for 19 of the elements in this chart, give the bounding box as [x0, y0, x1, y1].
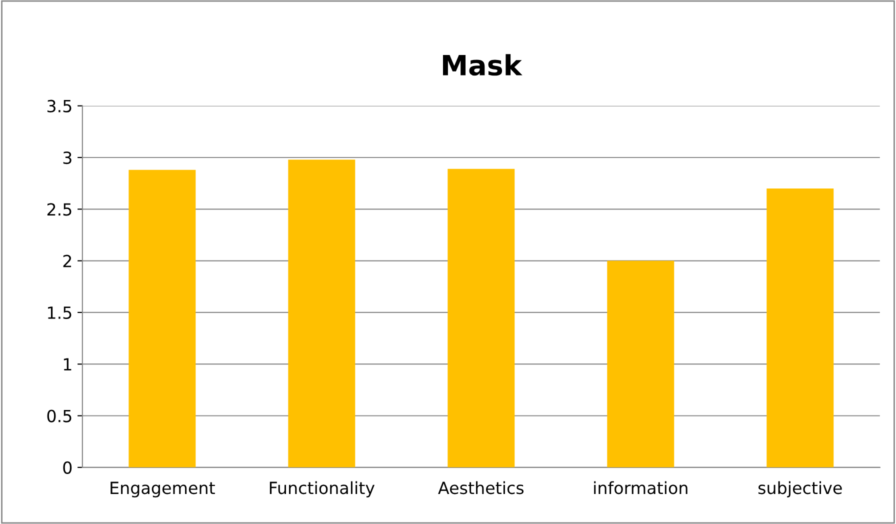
bar	[607, 260, 674, 468]
y-tick-label: 2.5	[47, 203, 72, 216]
bar	[288, 160, 356, 468]
x-tick-label: Functionality	[270, 481, 375, 498]
x-tick-label: information	[594, 481, 688, 494]
y-tick-label: 2	[63, 254, 72, 268]
x-tick-label: Engagement	[110, 482, 215, 498]
y-tick-label: 1.5	[48, 306, 72, 320]
y-tick-label: 3.5	[47, 100, 72, 112]
y-tick-label: 0	[63, 461, 72, 474]
bar	[128, 170, 196, 468]
chart-title: Mask	[443, 54, 522, 76]
bar	[448, 168, 515, 468]
x-tick-label: Aesthetics	[438, 481, 524, 494]
y-tick-label: 1	[64, 358, 72, 370]
bar	[766, 188, 834, 468]
y-tick-label: 3	[63, 151, 72, 164]
x-tick-label: subjective	[758, 481, 842, 498]
y-tick-label: 0.5	[47, 410, 72, 422]
